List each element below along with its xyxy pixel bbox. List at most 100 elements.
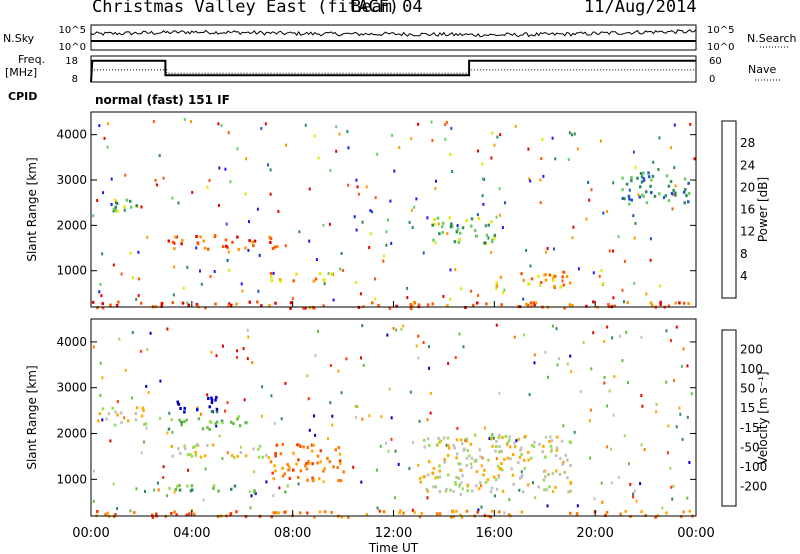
power-noise-pixel: [357, 192, 360, 196]
power-ground-pixel: [256, 300, 259, 304]
power-ground-pixel: [426, 303, 430, 307]
velocity-noise-pixel: [608, 389, 611, 393]
power-ground-pixel: [500, 303, 503, 307]
velocity-noise-pixel: [199, 412, 202, 416]
velocity-noise-pixel: [632, 495, 635, 499]
velocity-orange-blob-pixel: [288, 476, 292, 480]
velocity-ground-b-pixel: [498, 510, 501, 514]
power-noise-pixel: [206, 185, 209, 189]
power-band-e-pixel: [544, 278, 548, 282]
velocity-ground-b-pixel: [270, 515, 273, 519]
power-ground-pixel: [417, 303, 421, 307]
power-ground-pixel: [248, 300, 251, 304]
power-band-f-pixel: [630, 176, 633, 179]
velocity-ground-b-pixel: [402, 511, 405, 515]
power-band-d-pixel: [433, 218, 436, 222]
velocity-gray-c-pixel: [497, 436, 501, 440]
velocity-noise-pixel: [606, 325, 609, 329]
velocity-noise-pixel: [289, 467, 292, 471]
velocity-gray-c-pixel: [426, 489, 429, 493]
velocity-gray-c-pixel: [458, 484, 461, 488]
velocity-ground-b-pixel: [151, 513, 154, 517]
velocity-noise-pixel: [317, 329, 319, 333]
power-band-b-pixel: [202, 239, 205, 243]
velocity-gray-b-pixel: [190, 454, 194, 458]
power-band-d-pixel: [474, 234, 478, 238]
velocity-noise-pixel: [226, 401, 229, 405]
velocity-orange-blob-pixel: [306, 478, 309, 482]
power-band-f-pixel: [649, 184, 652, 188]
velocity-noise-pixel: [411, 508, 414, 512]
velocity-noise-pixel: [682, 510, 685, 514]
power-noise-pixel: [568, 131, 571, 135]
power-noise-pixel: [158, 154, 161, 158]
velocity-gray-c-pixel: [457, 462, 460, 466]
velocity-gray-c-pixel: [527, 450, 530, 454]
velocity-noise-pixel: [314, 353, 317, 357]
velocity-noise-pixel: [670, 485, 673, 489]
xtick-label: 00:00: [72, 526, 109, 541]
velocity-noise-pixel: [251, 361, 254, 365]
power-noise-pixel: [612, 249, 614, 253]
power-ground-pixel: [650, 303, 654, 307]
freq-tick-bottom: 8: [72, 74, 78, 85]
velocity-orange-blob-pixel: [299, 444, 302, 448]
velocity-ground-b-pixel: [460, 516, 464, 519]
velocity-noise-pixel: [162, 465, 165, 469]
velocity-noise-pixel: [460, 480, 463, 484]
power-band-f-pixel: [682, 190, 686, 194]
velocity-noise-pixel: [688, 461, 691, 464]
velocity-ground-b-pixel: [398, 511, 401, 515]
power-noise-pixel: [587, 180, 590, 184]
power-band-d-pixel: [470, 224, 473, 228]
velocity-noise-pixel: [617, 475, 620, 479]
velocity-gray-b-pixel: [257, 455, 261, 459]
velocity-gray-b-pixel: [239, 451, 243, 454]
velocity-gray-c-pixel: [561, 462, 564, 466]
velocity-noise-pixel: [101, 376, 104, 380]
power-ground-pixel: [289, 306, 292, 310]
velocity-orange-blob-pixel: [267, 456, 271, 460]
velocity-noise-pixel: [135, 487, 138, 491]
velocity-noise-pixel: [131, 396, 134, 400]
velocity-orange-blob-pixel: [302, 445, 305, 449]
power-band-d-pixel: [456, 227, 460, 231]
power-noise-pixel: [387, 218, 389, 222]
velocity-blue-blob-pixel: [183, 406, 186, 410]
velocity-noise-pixel: [579, 390, 582, 394]
velocity-noise-pixel: [331, 414, 334, 418]
velocity-noise-pixel: [546, 504, 549, 508]
power-ground-pixel: [532, 301, 536, 305]
velocity-noise-pixel: [488, 437, 491, 440]
velocity-noise-pixel: [661, 506, 664, 510]
velocity-ground-b-pixel: [640, 510, 643, 514]
power-noise-pixel: [355, 178, 358, 182]
velocity-blue-blob-pixel: [177, 402, 181, 406]
power-band-d-pixel: [490, 238, 494, 242]
nsky-label: N.Sky: [3, 32, 35, 45]
velocity-ground-b-pixel: [155, 512, 158, 516]
velocity-ground-b-pixel: [382, 510, 386, 514]
power-band-e-pixel: [520, 272, 523, 276]
power-noise-pixel: [332, 298, 335, 302]
velocity-green-blob-pixel: [236, 417, 239, 421]
power-noise-pixel: [124, 173, 127, 177]
power-noise-pixel: [186, 265, 189, 269]
velocity-gray-c-pixel: [438, 475, 442, 479]
power-ground-pixel: [431, 302, 434, 306]
velocity-ground-b-pixel: [688, 509, 691, 513]
power-band-e-pixel: [562, 283, 565, 287]
power-noise-pixel: [217, 122, 220, 126]
velocity-gray-c-pixel: [487, 458, 490, 462]
power-noise-pixel: [598, 274, 601, 278]
power-band-b-pixel: [253, 239, 257, 243]
power-band-d-pixel: [470, 217, 474, 221]
power-band-b-pixel: [237, 247, 240, 251]
velocity-gray-c-pixel: [431, 471, 434, 475]
velocity-noise-pixel: [166, 431, 169, 435]
velocity-gray-b-pixel: [199, 455, 203, 459]
velocity-noise-pixel: [168, 411, 171, 415]
power-noise-pixel: [225, 222, 228, 226]
velocity-noise-pixel: [613, 375, 616, 379]
power-ground-pixel: [377, 303, 380, 307]
